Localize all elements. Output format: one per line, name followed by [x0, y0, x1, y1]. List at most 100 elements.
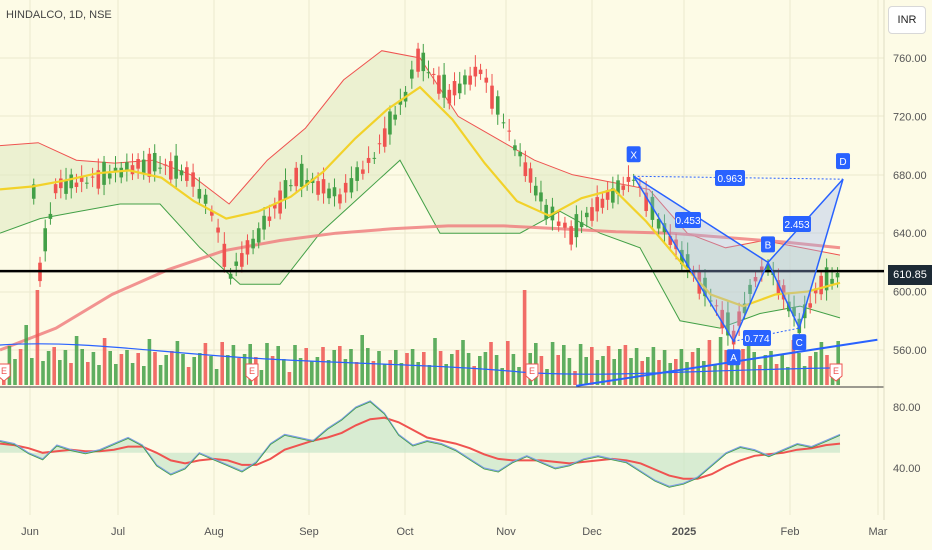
volume-bar	[147, 339, 152, 385]
candle-body	[574, 214, 579, 238]
candle-body	[355, 167, 359, 181]
label-text: D	[839, 157, 846, 168]
candle-body	[685, 254, 690, 268]
candle-body	[141, 159, 146, 174]
earnings-marker-shape	[0, 363, 11, 382]
oscillator-line	[0, 400, 841, 487]
candle-body	[203, 194, 208, 204]
volume-bar	[483, 352, 488, 385]
candle-body	[234, 261, 239, 266]
candle-body	[753, 277, 758, 282]
volume-bar	[662, 350, 667, 385]
candle-body	[513, 145, 517, 151]
volume-bar	[282, 359, 286, 385]
candle-body	[299, 163, 304, 187]
volume-bar	[69, 363, 73, 385]
volume-bar	[752, 352, 756, 385]
candle-body	[437, 75, 441, 94]
candle-body	[556, 221, 561, 226]
earnings-marker: E	[829, 363, 843, 382]
volume-bar	[707, 340, 712, 385]
volume-bar	[472, 366, 476, 385]
earnings-marker-text: E	[1, 366, 7, 376]
volume-bar	[623, 345, 628, 385]
volume-bar	[791, 340, 796, 385]
volume-bar	[214, 369, 219, 385]
candles	[31, 42, 840, 351]
ema-line	[0, 85, 841, 308]
price-tick-label: 560.00	[893, 345, 927, 357]
candle-body	[321, 179, 326, 194]
candle-body	[152, 152, 157, 172]
volume-bar	[634, 348, 639, 385]
volume-bar	[371, 361, 376, 385]
volume-bar	[802, 366, 807, 385]
currency-button[interactable]: INR	[888, 6, 926, 34]
harmonic-xb-line	[633, 175, 769, 263]
candle-body	[463, 75, 467, 85]
candle-body	[595, 197, 600, 212]
candle-body	[631, 179, 636, 181]
candle-body	[813, 288, 818, 294]
candle-body	[714, 305, 719, 307]
sma-200-line	[0, 224, 841, 352]
volume-bar	[354, 362, 359, 385]
candle-body	[372, 157, 377, 159]
oscillator-tick-label: 80.00	[893, 402, 921, 414]
label-box	[743, 330, 771, 346]
price-tick-label: 720.00	[893, 111, 927, 123]
candle-body	[478, 69, 483, 75]
candle-body	[31, 184, 36, 199]
label-text: 0.963	[717, 174, 742, 185]
volume-bar	[35, 290, 40, 385]
oscillator-signal-line	[0, 416, 841, 480]
candle-body	[484, 77, 489, 83]
volume-bar	[158, 365, 163, 385]
volume-bar	[63, 350, 68, 385]
candle-body	[473, 66, 478, 77]
candle-body	[85, 182, 89, 184]
candle-body	[185, 167, 189, 181]
candle-body	[338, 194, 342, 204]
label-box	[726, 349, 741, 366]
harmonic-point-x: X	[626, 146, 641, 163]
candle-body	[416, 48, 420, 72]
volume-bar	[192, 357, 196, 385]
ratio-label-bd: 2.453	[783, 216, 811, 232]
candle-body	[563, 222, 567, 228]
candle-body	[388, 111, 392, 135]
volume-bar	[181, 354, 185, 385]
candle-body	[720, 309, 724, 329]
candle-body	[382, 128, 387, 147]
label-text: 2.453	[784, 220, 809, 231]
candle-body	[216, 227, 220, 233]
volume-bar	[119, 354, 124, 385]
candle-body	[759, 266, 764, 272]
candle-body	[468, 75, 472, 85]
candle-body	[590, 207, 594, 221]
volume-bar	[198, 353, 202, 385]
candle-body	[533, 185, 538, 196]
volume-bar	[769, 351, 773, 385]
volume-bar	[287, 372, 292, 385]
volume-bar	[433, 338, 437, 385]
candle-body	[136, 159, 140, 169]
label-box	[715, 170, 745, 186]
volume-bar	[786, 367, 790, 385]
volume-bar	[142, 366, 146, 385]
oscillator-axis-ticks: 40.00 80.00	[893, 402, 921, 475]
candle-body	[621, 185, 626, 190]
candle-body	[168, 161, 173, 180]
candle-body	[674, 239, 678, 250]
candle-body	[507, 130, 511, 132]
candle-body	[294, 167, 299, 187]
candle-body	[272, 203, 277, 209]
volume-bar	[713, 364, 717, 385]
volume-bar	[584, 357, 588, 385]
price-tick-label: 680.00	[893, 170, 927, 182]
volume-bar	[175, 341, 180, 385]
volume-bar	[399, 363, 404, 385]
label-box	[783, 216, 811, 232]
candle-body	[262, 215, 266, 230]
